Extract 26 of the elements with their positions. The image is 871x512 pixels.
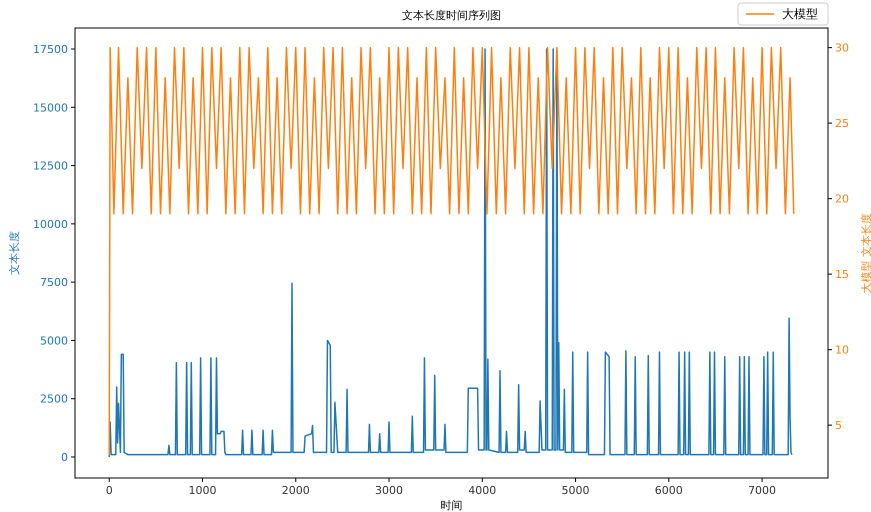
x-tick-label: 5000 — [562, 484, 590, 497]
y-tick-label: 17500 — [33, 42, 68, 56]
x-tick-label: 0 — [106, 484, 113, 497]
y-tick-label: 7500 — [40, 276, 68, 290]
x-tick-label: 1000 — [188, 484, 216, 497]
y2-tick-label: 25 — [835, 117, 849, 130]
y-tick-label: 15000 — [33, 101, 68, 114]
legend-label: 大模型 — [782, 7, 818, 21]
y2-tick-label: 10 — [835, 344, 849, 357]
y-tick-label: 2500 — [40, 392, 68, 406]
y2-tick-label: 20 — [835, 192, 849, 206]
y2-tick-label: 5 — [835, 419, 842, 432]
y-axis-title: 文本长度 — [8, 231, 21, 275]
y-tick-label: 0 — [61, 451, 68, 464]
y2-tick-label: 30 — [835, 42, 849, 55]
y2-tick-label: 15 — [835, 268, 849, 282]
x-tick-label: 3000 — [375, 484, 404, 497]
y-tick-label: 5000 — [40, 334, 68, 348]
x-tick-label: 2000 — [282, 484, 310, 497]
x-tick-label: 6000 — [654, 484, 683, 497]
y-tick-label: 10000 — [33, 218, 68, 231]
chart-title: 文本长度时间序列图 — [402, 9, 501, 22]
y-tick-label: 12500 — [33, 160, 68, 173]
x-tick-label: 7000 — [748, 484, 776, 497]
x-axis-title: 时间 — [440, 499, 462, 512]
x-tick-label: 4000 — [468, 484, 496, 497]
